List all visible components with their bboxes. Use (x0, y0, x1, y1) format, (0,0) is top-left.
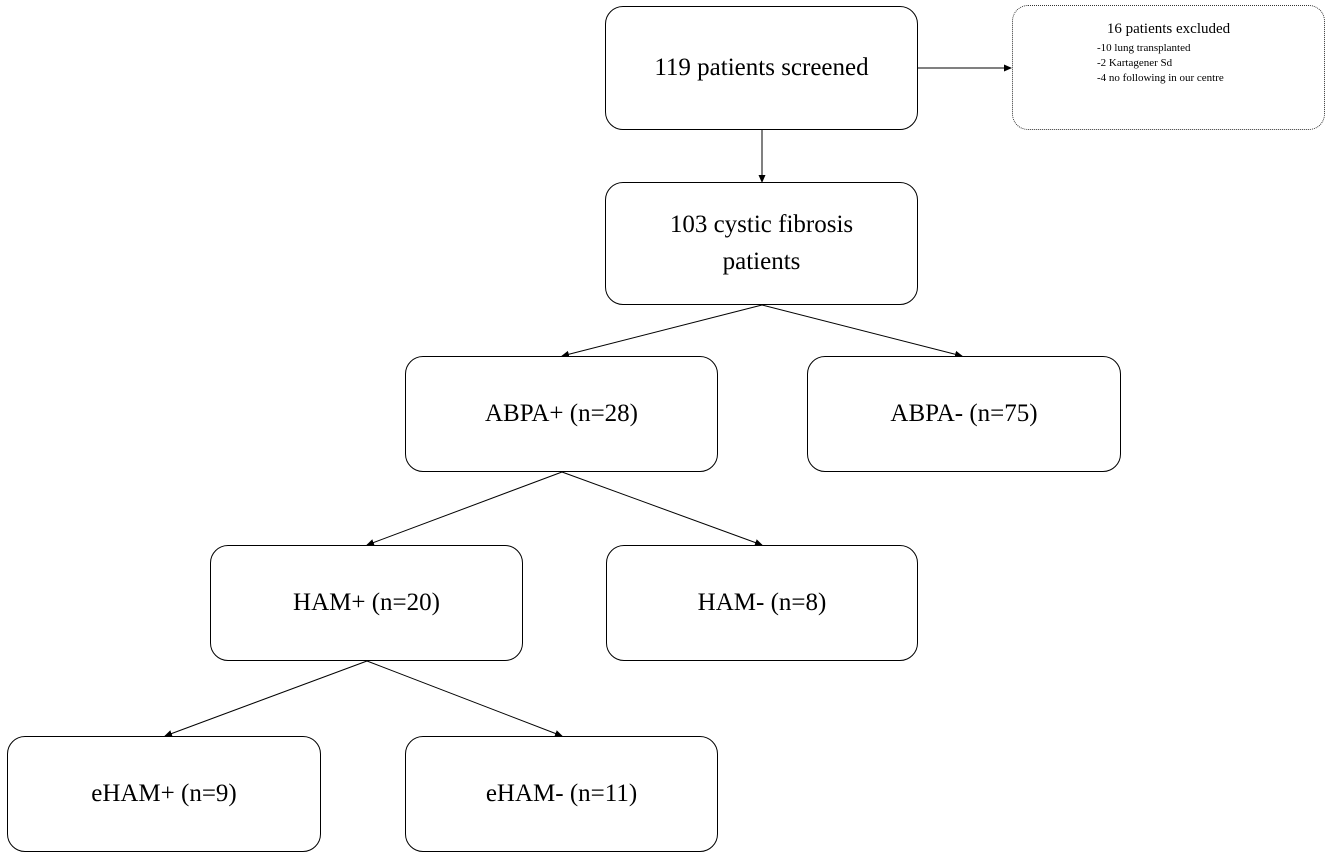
ham-positive-label: HAM+ (n=20) (293, 588, 440, 616)
arrow-ham-pos-to-eham-pos (164, 660, 368, 737)
arrow-abpa-pos-to-ham-pos (366, 471, 563, 546)
excluded-item-lung-transplanted: -10 lung transplanted (1097, 42, 1191, 55)
abpa-positive-box: ABPA+ (n=28) (405, 356, 718, 472)
screened-box: 119 patients screened (605, 6, 918, 130)
screened-label: 119 patients screened (654, 53, 869, 81)
eham-negative-label: eHAM- (n=11) (485, 779, 638, 807)
eham-negative-box: eHAM- (n=11) (405, 736, 718, 852)
abpa-negative-box: ABPA- (n=75) (807, 356, 1121, 472)
ham-negative-label: HAM- (n=8) (697, 588, 827, 616)
excluded-item-kartagener: -2 Kartagener Sd (1097, 57, 1173, 70)
excluded-item-no-following: -4 no following in our centre (1097, 71, 1224, 84)
cf-label-line1: 103 cystic fibrosis (669, 211, 854, 239)
excluded-title: 16 patients excluded (1106, 21, 1231, 37)
eham-positive-box: eHAM+ (n=9) (7, 736, 321, 852)
arrow-ham-pos-to-eham-neg (366, 660, 563, 737)
arrow-cf-to-abpa-neg (761, 304, 963, 358)
abpa-positive-label: ABPA+ (n=28) (485, 399, 638, 427)
arrow-abpa-pos-to-ham-neg (561, 471, 763, 546)
excluded-box: 16 patients excluded -10 lung transplant… (1012, 5, 1325, 130)
cf-label-line2: patients (722, 247, 801, 275)
ham-positive-box: HAM+ (n=20) (210, 545, 523, 661)
abpa-negative-label: ABPA- (n=75) (890, 399, 1038, 427)
ham-negative-box: HAM- (n=8) (606, 545, 918, 661)
eham-positive-label: eHAM+ (n=9) (91, 779, 237, 807)
cystic-fibrosis-box: 103 cystic fibrosis patients (605, 182, 918, 305)
arrow-cf-to-abpa-pos (561, 304, 763, 358)
